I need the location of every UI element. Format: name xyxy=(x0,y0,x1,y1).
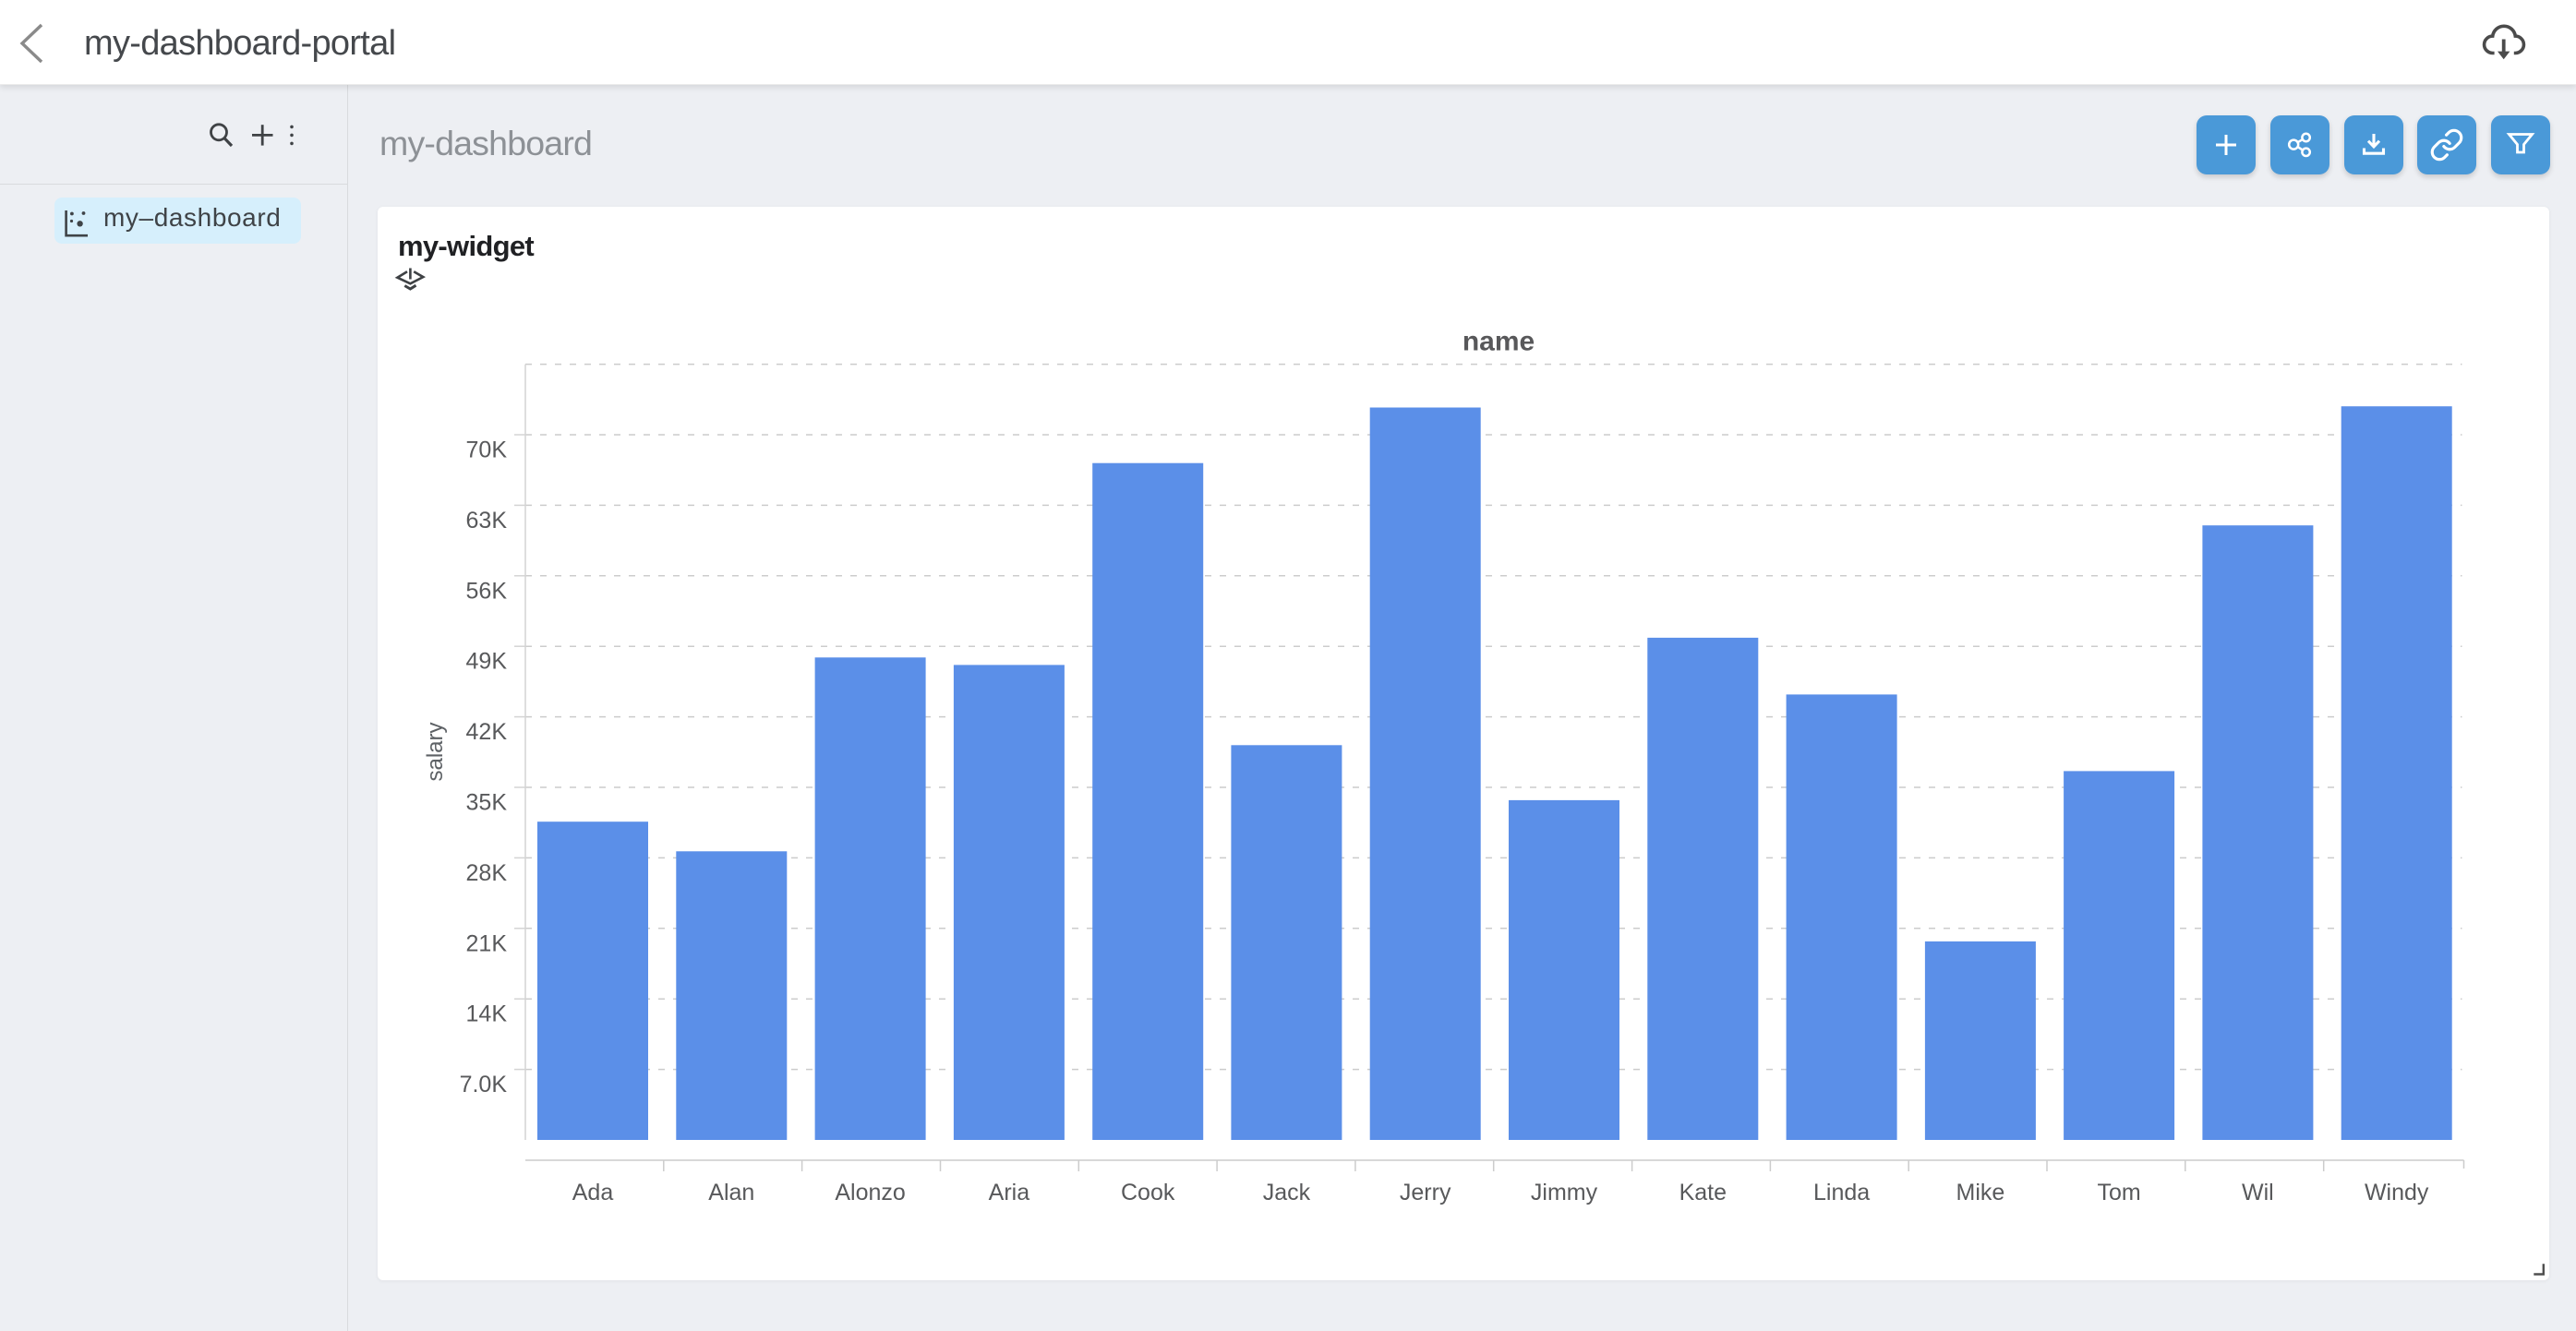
svg-text:42K: 42K xyxy=(466,719,508,745)
svg-text:Jack: Jack xyxy=(1263,1180,1311,1205)
svg-text:70K: 70K xyxy=(466,438,508,463)
svg-text:Alan: Alan xyxy=(708,1180,754,1205)
svg-text:Aria: Aria xyxy=(989,1180,1030,1205)
svg-text:Jimmy: Jimmy xyxy=(1531,1180,1598,1205)
svg-text:Linda: Linda xyxy=(1813,1180,1870,1205)
svg-text:Kate: Kate xyxy=(1679,1180,1727,1205)
svg-text:Cook: Cook xyxy=(1121,1180,1175,1205)
svg-text:salary: salary xyxy=(423,722,448,781)
svg-text:Jerry: Jerry xyxy=(1400,1180,1451,1205)
svg-text:Mike: Mike xyxy=(1956,1180,2005,1205)
svg-text:Alonzo: Alonzo xyxy=(835,1180,905,1205)
svg-text:35K: 35K xyxy=(466,790,508,816)
svg-text:Tom: Tom xyxy=(2097,1180,2140,1205)
svg-text:7.0K: 7.0K xyxy=(460,1072,508,1097)
svg-text:name: name xyxy=(1463,326,1535,356)
svg-text:56K: 56K xyxy=(466,578,508,604)
svg-text:Windy: Windy xyxy=(2365,1180,2429,1205)
svg-text:49K: 49K xyxy=(466,649,508,675)
svg-text:63K: 63K xyxy=(466,508,508,534)
svg-text:Ada: Ada xyxy=(572,1180,614,1205)
svg-text:Wil: Wil xyxy=(2242,1180,2274,1205)
svg-text:14K: 14K xyxy=(466,1001,508,1027)
svg-text:21K: 21K xyxy=(466,930,508,956)
svg-text:28K: 28K xyxy=(466,860,508,886)
